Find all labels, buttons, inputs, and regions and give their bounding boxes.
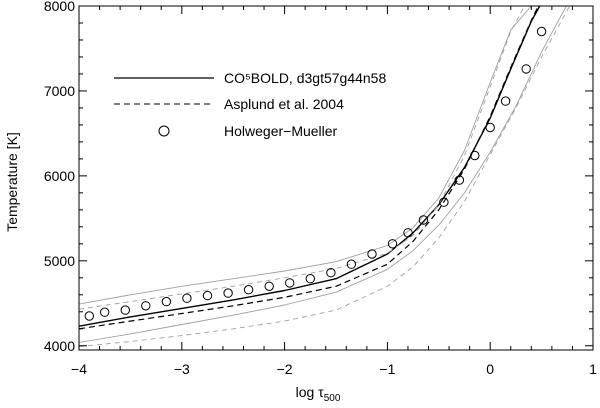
plot-area [78, 5, 594, 351]
data-point-hm-20 [470, 150, 480, 161]
x-axis-label: log τ500 [296, 384, 341, 404]
x-tick-label-1: −3 [174, 361, 190, 377]
legend-label-cobold: CO⁵BOLD, d3gt57g44n58 [224, 70, 386, 86]
y-axis-label: Temperature [K] [4, 132, 20, 232]
data-point-hm-13 [346, 259, 357, 269]
y-tick-label-3: 7000 [44, 83, 75, 99]
x-tick-label-5: 1 [589, 361, 597, 377]
x-axis-label-subscript: 500 [324, 393, 341, 404]
data-point-hm-6 [202, 290, 213, 301]
y-tick-label-0: 4000 [44, 338, 75, 354]
data-point-hm-2 [120, 305, 131, 315]
series-line-asplund [79, 6, 540, 330]
series-line-cobold_sigma_upper [79, 6, 532, 305]
data-point-hm-24 [536, 26, 547, 37]
data-point-hm-11 [305, 274, 315, 284]
data-point-hm-0 [84, 311, 95, 321]
data-point-hm-19 [454, 175, 465, 185]
series-layer [79, 6, 571, 348]
legend: CO⁵BOLD, d3gt57g44n58 Asplund et al. 200… [114, 70, 386, 139]
data-point-hm-22 [500, 96, 511, 106]
data-point-hm-21 [485, 122, 495, 133]
x-tick-label-4: 0 [486, 361, 494, 377]
x-axis-label-main: log τ [296, 384, 325, 400]
y-tick-label-4: 8000 [44, 0, 75, 14]
series-line-cobold [79, 6, 541, 327]
x-tick-label-0: −4 [71, 361, 87, 377]
data-point-hm-12 [326, 268, 336, 278]
data-point-hm-9 [264, 281, 274, 291]
y-tick-label-2: 6000 [44, 168, 75, 184]
x-tick-label-3: −1 [379, 361, 395, 377]
legend-label-asplund: Asplund et al. 2004 [224, 96, 344, 112]
data-point-hm-10 [285, 278, 295, 288]
data-point-hm-23 [521, 64, 531, 74]
x-tick-label-2: −2 [277, 361, 293, 377]
y-tick-label-1: 5000 [44, 253, 75, 269]
legend-label-hm: Holweger−Mueller [224, 123, 338, 139]
series-line-asplund_sigma_lower [79, 6, 571, 348]
data-point-hm-18 [439, 197, 449, 207]
data-point-hm-8 [243, 285, 254, 295]
data-point-hm-1 [100, 307, 110, 317]
data-point-hm-5 [182, 293, 192, 303]
series-line-cobold_sigma_lower [79, 6, 567, 343]
data-point-hm-16 [403, 228, 413, 238]
axis-ticks: −4 −3 −2 −1 0 1 4000 5000 6000 7000 8000 [44, 0, 597, 377]
data-point-hm-3 [141, 301, 151, 311]
data-point-hm-14 [367, 249, 377, 259]
data-point-hm-7 [223, 288, 233, 298]
data-point-hm-15 [387, 239, 398, 249]
data-point-hm-4 [161, 296, 172, 307]
series-line-asplund_sigma_upper [79, 6, 525, 310]
data-point-hm-17 [418, 215, 429, 225]
legend-swatch-circle [158, 125, 170, 137]
